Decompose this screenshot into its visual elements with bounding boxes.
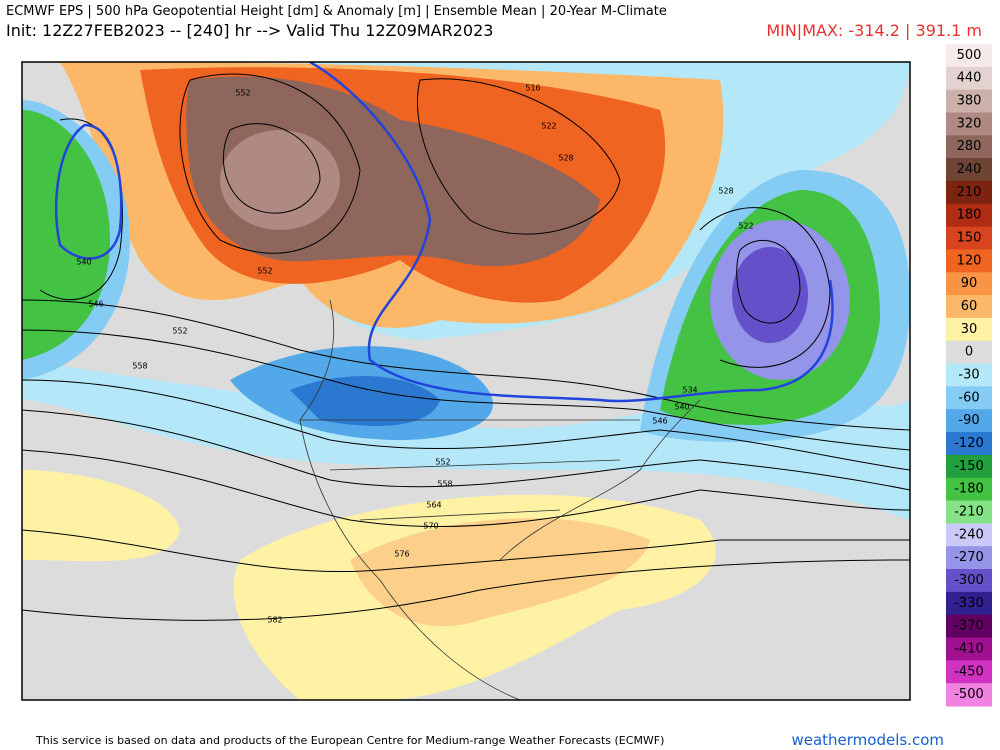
- colorbar-cell: [946, 340, 992, 365]
- colorbar-cell: [946, 180, 992, 205]
- colorbar-cell: [946, 454, 992, 479]
- anomaly-area: [732, 247, 808, 343]
- colorbar-cell: [946, 226, 992, 250]
- anomaly-area: [22, 360, 910, 520]
- anomaly-area: [22, 470, 180, 562]
- colorbar-cell: [946, 614, 992, 639]
- colorbar-cell: [946, 317, 992, 342]
- colorbar-label: 120: [957, 253, 982, 268]
- contour-label: 522: [738, 222, 753, 231]
- contour-label: 552: [172, 327, 187, 336]
- colorbar-label: -30: [958, 368, 979, 383]
- anomaly-area: [22, 110, 110, 360]
- contour-label: 528: [558, 154, 573, 163]
- contour-label: 582: [267, 616, 282, 625]
- min-max: MIN|MAX: -314.2 | 391.1 m: [766, 21, 982, 40]
- colorbar-label: -210: [954, 504, 984, 519]
- colorbar-label: 240: [957, 162, 982, 177]
- contour-label: 552: [257, 267, 272, 276]
- contour-label: 570: [423, 522, 438, 531]
- colorbar-label: -500: [954, 687, 984, 702]
- colorbar-label: 210: [957, 185, 982, 200]
- 540-contour: [309, 62, 834, 403]
- colorbar-label: -330: [954, 596, 984, 611]
- contour-label: 546: [88, 300, 103, 309]
- colorbar-label: 90: [961, 276, 978, 291]
- contour-label: 558: [132, 362, 147, 371]
- colorbar-cell: [946, 135, 992, 159]
- colorbar-label: 180: [957, 208, 982, 223]
- colorbar-cell: [946, 523, 992, 547]
- anomaly-area: [350, 518, 650, 627]
- colorbar-cell: [946, 500, 992, 524]
- colorbar-label: -90: [958, 413, 979, 428]
- colorbar-label: -300: [954, 573, 984, 588]
- contour-label: 564: [426, 501, 441, 510]
- contour-label: 516: [525, 84, 540, 93]
- map-frame: [21, 61, 911, 701]
- colorbar-label: 150: [957, 231, 982, 246]
- 540-contour: [54, 123, 123, 260]
- colorbar-cell: [946, 637, 992, 661]
- colorbar-label: -150: [954, 459, 984, 474]
- colorbar-label: 30: [961, 322, 978, 337]
- contour-label: 522: [541, 122, 556, 131]
- colorbar-cell: [946, 660, 992, 684]
- anomaly-area: [290, 376, 440, 426]
- coastlines: [299, 299, 701, 700]
- colorbar-label: -180: [954, 482, 984, 497]
- contour-label: 552: [235, 89, 250, 98]
- colorbar-cell: [946, 272, 992, 296]
- init-time: Init: 12Z27FEB2023 -- [240] hr --> Valid…: [6, 21, 494, 40]
- footer-credit: This service is based on data and produc…: [36, 734, 665, 747]
- colorbar-cell: [946, 363, 992, 387]
- colorbar-cell: [946, 112, 992, 136]
- colorbar-label: 60: [961, 299, 978, 314]
- colorbar-label: 0: [965, 345, 973, 360]
- colorbar-cell: [946, 158, 992, 182]
- colorbar: 500 440 380 320 280 240 210 180 150 120 90 60 30 0 -30…: [946, 44, 992, 707]
- colorbar-label: -240: [954, 527, 984, 542]
- contour-label: 540: [674, 403, 689, 412]
- colorbar-label: 380: [957, 94, 982, 109]
- contour-label: 546: [652, 417, 667, 426]
- colorbar-cell: [946, 66, 992, 91]
- colorbar-label: -270: [954, 550, 984, 565]
- contour-label: 576: [394, 550, 409, 559]
- anomaly-area: [220, 130, 340, 230]
- contour-label: 540: [76, 258, 91, 267]
- colorbar-cell: [946, 386, 992, 410]
- colorbar-cell: [946, 295, 992, 319]
- contour-labels: 552 558 540 546 552 552 516 522 528 528 …: [76, 84, 753, 625]
- colorbar-cell: [946, 409, 992, 433]
- contour-label: 552: [435, 458, 450, 467]
- colorbar-cell: [946, 203, 992, 228]
- colorbar-label: 280: [957, 139, 982, 154]
- contour-label: 558: [437, 480, 452, 489]
- colorbar-cell: [946, 432, 992, 456]
- title: ECMWF EPS | 500 hPa Geopotential Height …: [6, 4, 667, 19]
- colorbar-cell: [946, 683, 992, 707]
- colorbar-label: -60: [958, 390, 979, 405]
- colorbar-cell: [946, 477, 992, 502]
- contour-label: 534: [682, 386, 697, 395]
- colorbar-cell: [946, 591, 992, 616]
- colorbar-cell: [946, 89, 992, 113]
- colorbar-label: 500: [957, 48, 982, 63]
- colorbar-label: 320: [957, 116, 982, 131]
- colorbar-cell: [946, 44, 992, 68]
- height-contours: [22, 73, 910, 621]
- colorbar-label: -450: [954, 664, 984, 679]
- watermark: weathermodels.com: [791, 731, 944, 749]
- colorbar-label: -410: [954, 641, 984, 656]
- contour-label: 528: [718, 187, 733, 196]
- colorbar-label: -120: [954, 436, 984, 451]
- colorbar-label: -370: [954, 619, 984, 634]
- colorbar-cell: [946, 546, 992, 570]
- colorbar-cell: [946, 249, 992, 273]
- colorbar-cell: [946, 569, 992, 593]
- colorbar-label: 440: [957, 71, 982, 86]
